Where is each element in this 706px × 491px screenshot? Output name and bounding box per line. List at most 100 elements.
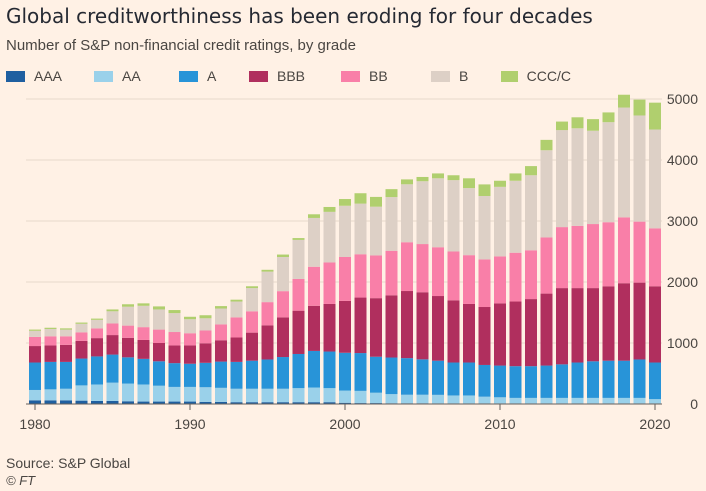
bar-segment-bbb	[633, 282, 646, 360]
bar-segment-bbb	[153, 343, 165, 362]
bar-segment-aaa	[292, 402, 305, 404]
bar-segment-bbb	[385, 295, 398, 358]
bar-segment-bb	[354, 254, 367, 298]
bar-segment-a	[199, 362, 212, 388]
bar-segment-bb	[323, 262, 336, 304]
legend-label: BBB	[277, 68, 306, 84]
bar-segment-b	[649, 129, 661, 229]
bar-segment-b	[91, 319, 103, 329]
bar-segment-b	[168, 313, 181, 333]
bar-segment-aa	[354, 390, 367, 404]
bar-segment-a	[571, 362, 584, 398]
bar-segment-b	[556, 130, 568, 228]
bar-segment-bb	[432, 247, 444, 297]
bar-segment-bbb	[106, 335, 119, 355]
bar-segment-bb	[478, 259, 491, 308]
legend-swatch	[341, 70, 360, 82]
y-tick-label: 4000	[667, 152, 698, 168]
bar-segment-b	[618, 107, 630, 218]
bar-segment-b	[106, 311, 119, 324]
legend-label: B	[459, 68, 469, 84]
bar-segment-aa	[416, 394, 429, 404]
bar-segment-a	[354, 353, 367, 391]
bar-segment-bb	[416, 244, 429, 293]
bar-segment-ccc-c	[416, 176, 429, 182]
bar-segment-aaa	[75, 400, 88, 404]
bar-segment-ccc-c	[571, 117, 584, 129]
bar-segment-ccc-c	[509, 173, 522, 181]
bar-segment-b	[587, 130, 599, 225]
bar-segment-b	[494, 186, 506, 257]
bar-segment-aa	[447, 395, 460, 404]
bar-segment-bbb	[323, 303, 336, 352]
bar-segment-aaa	[261, 402, 274, 404]
legend-item-bb: BB	[341, 68, 431, 84]
bar-segment-b	[416, 181, 429, 245]
bar-segment-b	[509, 180, 522, 253]
legend-item-aaa: AAA	[6, 68, 94, 84]
bar-segment-a	[153, 361, 165, 386]
bar-segment-b	[137, 305, 150, 328]
bar-segment-ccc-c	[153, 306, 165, 310]
bar-segment-bbb	[463, 303, 475, 363]
bar-segment-ccc-c	[122, 304, 134, 307]
legend-swatch	[179, 70, 198, 82]
bar-segment-ccc-c	[370, 196, 382, 207]
bar-segment-bb	[540, 237, 553, 294]
bar-segment-ccc-c	[44, 327, 57, 329]
bar-segment-ccc-c	[478, 184, 491, 196]
bar-segment-aa	[292, 388, 305, 403]
bar-segment-bb	[75, 332, 88, 341]
bar-segment-b	[571, 128, 584, 226]
bar-segment-a	[323, 351, 336, 389]
bar-segment-b	[525, 175, 537, 251]
bar-segment-ccc-c	[230, 299, 243, 302]
chart-legend: AAA AA A BBB BB B CCC/C	[6, 68, 571, 84]
bar-segment-a	[122, 357, 134, 384]
bar-segment-aa	[401, 394, 413, 404]
source-note: Source: S&P Global	[6, 455, 131, 471]
bar-segment-bbb	[168, 345, 181, 364]
bar-segment-a	[137, 358, 150, 385]
bar-segment-bbb	[261, 325, 274, 360]
legend-label: A	[207, 68, 217, 84]
bar-segment-a	[478, 364, 491, 397]
x-tick-label: 2020	[639, 416, 670, 432]
bar-segment-bbb	[75, 340, 88, 359]
bar-segment-b	[447, 180, 460, 252]
bar-segment-aa	[571, 397, 584, 404]
bar-segment-bbb	[571, 288, 584, 363]
chart-title: Global creditworthiness has been eroding…	[6, 4, 593, 28]
bar-segment-bbb	[556, 288, 568, 365]
bar-segment-aa	[323, 388, 336, 403]
bar-segment-bb	[339, 256, 351, 301]
bar-segment-a	[339, 352, 351, 391]
bar-segment-bb	[230, 317, 243, 338]
bar-segment-b	[29, 330, 41, 337]
bar-segment-bb	[91, 328, 103, 339]
bar-segment-bb	[60, 336, 72, 345]
bar-segment-bb	[633, 221, 646, 283]
bar-segment-bb	[370, 255, 382, 299]
bar-segment-a	[447, 362, 460, 396]
bar-segment-bb	[649, 228, 661, 287]
bar-segment-aaa	[199, 401, 212, 404]
bar-segment-b	[122, 306, 134, 326]
bar-segment-aa	[246, 388, 258, 403]
bar-segment-a	[618, 360, 630, 398]
bar-segment-aaa	[308, 402, 320, 404]
bar-segment-bb	[122, 325, 134, 338]
bar-segment-ccc-c	[246, 286, 258, 289]
bar-segment-bb	[509, 252, 522, 302]
y-tick-label: 5000	[667, 91, 698, 107]
bar-segment-ccc-c	[540, 139, 553, 151]
bar-segment-bb	[463, 255, 475, 304]
bar-segment-aa	[432, 394, 444, 404]
bar-segment-aa	[137, 384, 150, 402]
bar-segment-a	[602, 360, 615, 398]
bar-segment-bb	[602, 222, 615, 287]
bar-segment-bbb	[432, 296, 444, 361]
bar-segment-b	[44, 328, 57, 337]
legend-label: AA	[122, 68, 141, 84]
bar-segment-aaa	[60, 400, 72, 404]
